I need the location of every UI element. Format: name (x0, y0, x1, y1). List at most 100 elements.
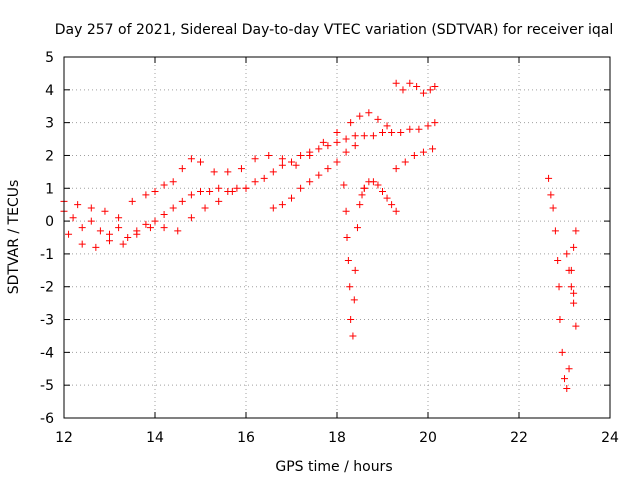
data-point (429, 145, 437, 153)
data-point (570, 289, 578, 297)
data-point (353, 224, 361, 232)
y-tick-label: 0 (45, 214, 54, 230)
data-point (379, 128, 386, 136)
data-point (187, 191, 195, 199)
data-point (124, 234, 132, 241)
axis-ticks: 12 14 16 18 20 22 24 5 4 3 2 1 0 -1 -2 -3 -4 -5 -6 (40, 50, 619, 446)
grid-lines (64, 57, 610, 418)
data-point (178, 165, 186, 173)
y-tick-label: 1 (45, 181, 54, 197)
data-point (142, 220, 150, 228)
data-point (160, 224, 168, 232)
data-point (342, 207, 350, 215)
data-point (351, 266, 359, 274)
y-tick-label: 4 (45, 83, 54, 99)
data-point (424, 122, 432, 130)
data-point (333, 128, 341, 136)
data-point (106, 237, 113, 245)
data-point (567, 283, 575, 291)
data-point (324, 142, 332, 150)
data-point (174, 227, 182, 235)
data-point (549, 204, 557, 212)
data-point (343, 234, 351, 241)
x-tick-label: 20 (419, 430, 437, 446)
data-point (237, 165, 245, 173)
data-point (572, 322, 580, 330)
data-point (206, 188, 214, 196)
data-point (160, 181, 168, 189)
data-point (69, 214, 77, 222)
y-tick-label: 5 (45, 50, 54, 66)
data-point (392, 165, 400, 173)
data-point (379, 188, 386, 196)
data-point (201, 204, 209, 212)
data-point (128, 197, 136, 205)
series-group (60, 119, 439, 241)
data-point (342, 135, 350, 143)
data-point (96, 227, 104, 235)
data-point (260, 174, 268, 182)
data-points (60, 79, 580, 392)
data-point (347, 119, 355, 127)
data-point (146, 224, 154, 232)
data-point (210, 168, 218, 176)
data-point (351, 132, 359, 140)
data-point (101, 207, 109, 215)
y-tick-label: -4 (40, 345, 54, 361)
data-point (142, 191, 150, 199)
data-point (556, 316, 564, 324)
data-point (342, 148, 350, 156)
y-tick-label: -1 (40, 247, 54, 263)
data-point (228, 188, 236, 196)
data-point (344, 256, 352, 264)
data-point (347, 316, 355, 324)
data-point (169, 178, 177, 186)
data-point (388, 201, 396, 209)
data-point (410, 151, 418, 159)
data-point (269, 204, 277, 212)
data-point (133, 230, 141, 238)
data-point (558, 348, 566, 356)
data-point (178, 197, 186, 205)
x-tick-label: 12 (55, 430, 73, 446)
data-point (265, 151, 273, 159)
data-point (297, 151, 305, 159)
data-point (306, 151, 314, 159)
data-point (392, 207, 400, 215)
data-point (87, 217, 95, 225)
series-group (65, 184, 250, 251)
data-point (92, 243, 100, 251)
data-point (570, 299, 578, 307)
data-point (563, 250, 571, 258)
data-point (197, 188, 204, 196)
data-point (431, 119, 439, 127)
series-group (392, 79, 439, 97)
data-point (419, 89, 427, 97)
series-group (340, 181, 368, 340)
data-point (215, 184, 223, 192)
data-point (151, 188, 159, 196)
y-tick-label: -6 (40, 411, 54, 427)
x-tick-label: 24 (601, 430, 619, 446)
data-point (399, 86, 407, 94)
data-point (419, 148, 427, 156)
data-point (369, 178, 377, 186)
data-point (65, 230, 73, 238)
series-group (60, 109, 391, 222)
data-point (431, 83, 439, 91)
data-point (269, 168, 277, 176)
data-point (251, 178, 259, 186)
data-point (356, 201, 364, 209)
chart-title: Day 257 of 2021, Sidereal Day-to-day VTE… (55, 22, 613, 38)
data-point (369, 132, 377, 140)
data-point (383, 122, 391, 130)
data-point (374, 181, 382, 189)
data-point (306, 178, 314, 186)
data-point (340, 181, 348, 189)
data-point (346, 283, 354, 291)
data-point (383, 194, 391, 202)
data-point (187, 214, 195, 222)
data-point (413, 83, 421, 91)
